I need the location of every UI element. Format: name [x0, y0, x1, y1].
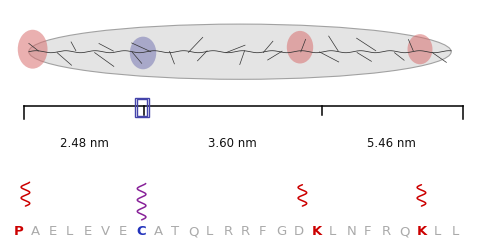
Text: R: R [224, 224, 233, 237]
Text: G: G [276, 224, 287, 237]
Text: 5.46 nm: 5.46 nm [367, 136, 416, 149]
Bar [135, 99, 149, 117]
Ellipse shape [408, 35, 432, 65]
Bar [137, 100, 147, 116]
Text: P: P [13, 224, 23, 237]
Text: F: F [364, 224, 372, 237]
Ellipse shape [29, 25, 451, 80]
Text: C: C [136, 224, 146, 237]
Text: Q: Q [399, 224, 409, 237]
Text: L: L [66, 224, 73, 237]
Text: E: E [84, 224, 92, 237]
Text: A: A [154, 224, 163, 237]
Text: E: E [48, 224, 57, 237]
Text: Q: Q [189, 224, 199, 237]
Text: L: L [329, 224, 336, 237]
Text: D: D [294, 224, 304, 237]
Text: K: K [311, 224, 322, 237]
Text: A: A [31, 224, 40, 237]
Text: 3.60 nm: 3.60 nm [208, 136, 257, 149]
Ellipse shape [130, 38, 156, 70]
Text: 2.48 nm: 2.48 nm [60, 136, 108, 149]
Ellipse shape [287, 32, 313, 64]
Text: R: R [241, 224, 251, 237]
Text: L: L [434, 224, 441, 237]
Text: K: K [416, 224, 427, 237]
Text: R: R [381, 224, 391, 237]
Text: L: L [206, 224, 214, 237]
Ellipse shape [18, 30, 48, 69]
Text: N: N [347, 224, 356, 237]
Text: E: E [119, 224, 127, 237]
Text: T: T [171, 224, 179, 237]
Text: V: V [101, 224, 110, 237]
Text: L: L [451, 224, 459, 237]
Text: F: F [259, 224, 266, 237]
